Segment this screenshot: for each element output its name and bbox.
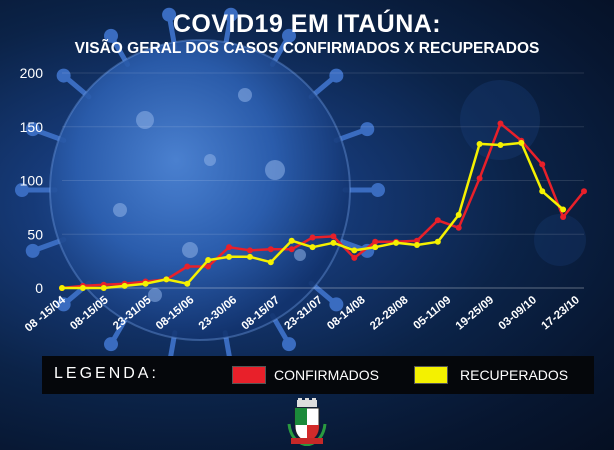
data-point-recuperados [372, 244, 379, 251]
page-title: COVID19 EM ITAÚNA: [172, 10, 442, 38]
data-point-recuperados [413, 242, 420, 248]
x-tick-label: 23-31/07 [282, 294, 324, 332]
x-tick-label: 05-11/09 [411, 294, 453, 332]
x-tick-label: 08-15/07 [240, 294, 282, 332]
data-point-recuperados [497, 142, 504, 149]
x-tick-label: 23-30/06 [197, 294, 239, 332]
data-point-recuperados [100, 285, 107, 291]
legend-swatch-recuperados [414, 366, 448, 384]
data-point-confirmados [184, 263, 191, 270]
data-point-confirmados [226, 244, 233, 251]
page-subtitle: VISÃO GERAL DOS CASOS CONFIRMADOS X RECU… [74, 40, 540, 57]
y-tick-label: 100 [20, 173, 44, 189]
legend: LEGENDA: CONFIRMADOS RECUPERADOS [42, 356, 594, 394]
data-point-confirmados [581, 188, 587, 195]
data-point-confirmados [413, 237, 420, 244]
data-point-confirmados [309, 234, 316, 241]
y-tick-label: 0 [35, 280, 43, 296]
x-tick-label: 19-25/09 [454, 294, 496, 332]
x-tick-label: 17-23/10 [539, 294, 581, 332]
data-point-confirmados [288, 246, 295, 253]
city-coat-of-arms-icon [287, 398, 327, 446]
data-point-confirmados [205, 263, 212, 270]
x-tick-label: 03-09/10 [497, 294, 539, 332]
x-tick-label: 08-15/06 [154, 294, 196, 332]
legend-swatch-confirmados [232, 366, 266, 384]
data-point-recuperados [142, 280, 149, 287]
data-point-recuperados [351, 247, 358, 254]
data-point-confirmados [539, 161, 546, 168]
data-point-recuperados [121, 282, 128, 289]
y-tick-label: 200 [20, 65, 44, 81]
legend-label-recuperados: RECUPERADOS [460, 367, 569, 383]
x-tick-label: 08 -15/04 [23, 294, 68, 335]
legend-heading: LEGENDA: [54, 365, 159, 382]
y-tick-label: 150 [20, 119, 44, 135]
data-point-recuperados [476, 140, 483, 147]
data-point-confirmados [351, 254, 358, 261]
data-point-confirmados [476, 175, 483, 182]
data-point-recuperados [309, 244, 316, 251]
data-point-recuperados [455, 211, 462, 218]
x-tick-label: 23-31/05 [111, 294, 154, 333]
data-point-recuperados [59, 285, 65, 291]
data-point-recuperados [393, 239, 400, 246]
data-point-confirmados [455, 224, 462, 231]
data-point-recuperados [560, 206, 567, 213]
data-point-confirmados [246, 247, 253, 254]
x-tick-label: 08-14/08 [325, 294, 368, 333]
y-tick-label: 50 [27, 226, 43, 242]
data-point-recuperados [246, 253, 253, 260]
data-point-recuperados [226, 253, 233, 260]
data-point-recuperados [184, 280, 191, 287]
data-point-recuperados [163, 276, 170, 283]
data-point-recuperados [518, 139, 525, 146]
data-point-confirmados [330, 233, 337, 240]
data-point-confirmados [434, 217, 441, 224]
data-point-recuperados [267, 259, 274, 266]
series-line-confirmados [61, 122, 585, 290]
data-point-confirmados [372, 238, 379, 245]
data-point-recuperados [288, 237, 295, 244]
data-point-recuperados [539, 188, 546, 195]
x-tick-label: 22-28/08 [368, 294, 411, 333]
data-point-confirmados [497, 120, 504, 127]
data-point-recuperados [330, 239, 337, 246]
data-point-confirmados [267, 246, 274, 253]
legend-label-confirmados: CONFIRMADOS [274, 367, 379, 383]
data-point-recuperados [79, 285, 86, 291]
data-point-recuperados [205, 257, 212, 264]
series-line-recuperados [62, 141, 564, 290]
data-point-recuperados [434, 238, 441, 245]
x-tick-label: 08-15/05 [68, 294, 111, 333]
data-point-confirmados [560, 214, 567, 221]
